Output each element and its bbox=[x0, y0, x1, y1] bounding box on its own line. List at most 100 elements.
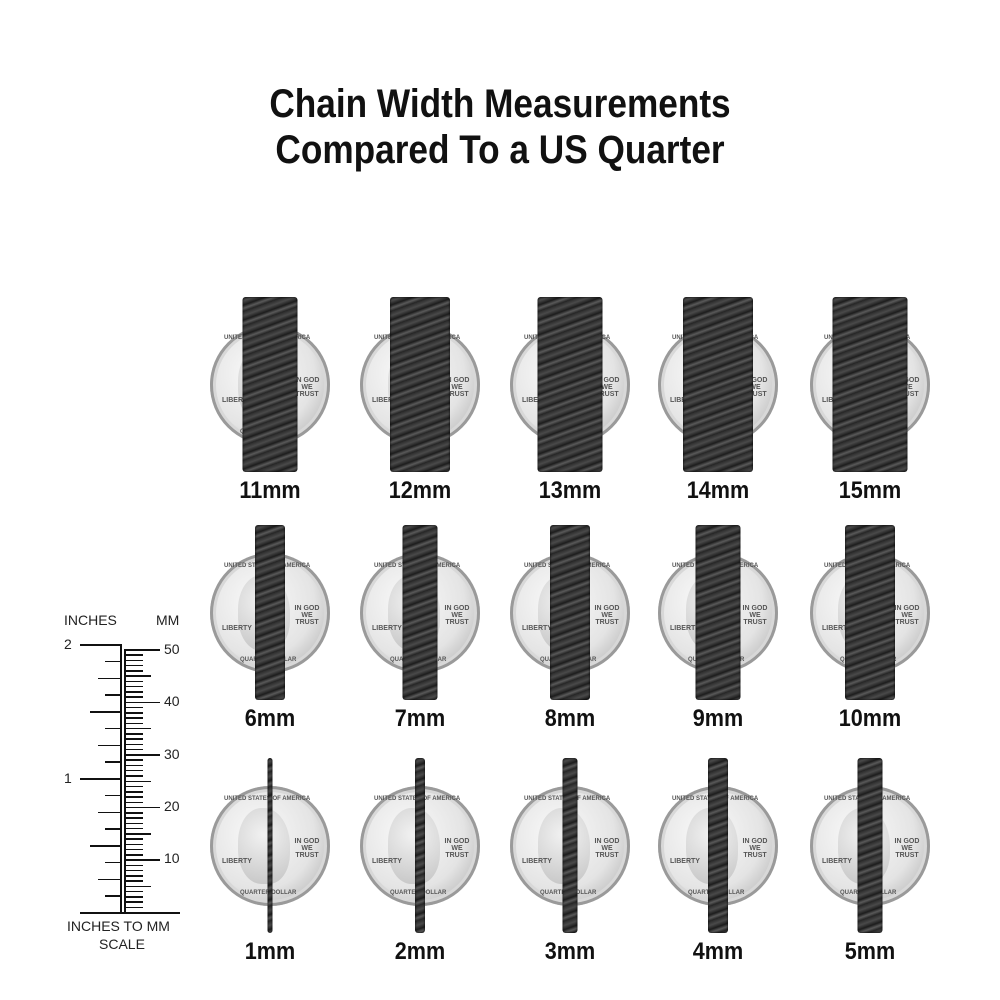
mm-tick bbox=[125, 722, 143, 725]
chain-14mm bbox=[683, 297, 753, 472]
chain-6mm bbox=[255, 525, 285, 700]
coin-text-trust: IN GOD WE TRUST bbox=[594, 377, 620, 398]
mm-label-40: 40 bbox=[164, 693, 180, 709]
mm-tick bbox=[125, 848, 143, 851]
mm-tick bbox=[125, 817, 143, 819]
chain-15mm bbox=[832, 297, 908, 472]
mm-tick bbox=[125, 838, 143, 840]
coin-text-liberty: LIBERTY bbox=[222, 625, 252, 632]
inch-tick bbox=[90, 711, 120, 713]
mm-tick bbox=[125, 827, 143, 830]
coin-text-trust: IN GOD WE TRUST bbox=[444, 377, 470, 398]
mm-tick bbox=[125, 727, 151, 730]
chain-width-label: 5mm bbox=[844, 938, 896, 965]
mm-tick bbox=[125, 806, 160, 809]
mm-tick bbox=[125, 712, 143, 714]
coin-text-liberty: LIBERTY bbox=[222, 397, 252, 404]
title-line-1: Chain Width Measurements bbox=[269, 82, 731, 126]
inch-tick bbox=[90, 845, 120, 847]
mm-label-20: 20 bbox=[164, 798, 180, 814]
scale-caption-2: SCALE bbox=[99, 936, 145, 952]
coin-text-liberty: LIBERTY bbox=[670, 858, 700, 865]
washington-profile bbox=[238, 808, 290, 884]
chain-2mm bbox=[415, 758, 425, 933]
chain-7mm bbox=[402, 525, 438, 700]
inch-tick bbox=[98, 744, 120, 746]
chain-8mm bbox=[550, 525, 590, 700]
inch-tick bbox=[105, 694, 120, 696]
mm-tick bbox=[125, 896, 143, 898]
mm-tick bbox=[125, 812, 143, 814]
coin-text-liberty: LIBERTY bbox=[372, 397, 402, 404]
mm-label-10: 10 bbox=[164, 850, 180, 866]
inch-tick bbox=[80, 644, 120, 646]
coin-text-trust: IN GOD WE TRUST bbox=[294, 838, 320, 859]
mm-tick bbox=[125, 664, 143, 667]
mm-tick bbox=[125, 675, 151, 677]
mm-tick bbox=[125, 685, 143, 688]
mm-tick bbox=[125, 864, 143, 867]
chain-12mm bbox=[390, 297, 450, 472]
title-line-2: Compared To a US Quarter bbox=[275, 128, 725, 172]
mm-tick bbox=[125, 748, 143, 751]
coin-text-trust: IN GOD WE TRUST bbox=[594, 838, 620, 859]
scale-caption-1: INCHES TO MM bbox=[67, 918, 170, 934]
chain-width-label: 2mm bbox=[394, 938, 446, 965]
inch-tick bbox=[105, 895, 120, 897]
chain-9mm bbox=[695, 525, 741, 700]
inches-header: INCHES bbox=[64, 612, 117, 628]
chain-width-label: 4mm bbox=[692, 938, 744, 965]
mm-tick bbox=[125, 822, 143, 825]
chain-width-label: 9mm bbox=[692, 705, 744, 732]
mm-tick bbox=[125, 875, 143, 877]
mm-tick bbox=[125, 906, 143, 909]
mm-tick bbox=[125, 696, 143, 698]
washington-profile bbox=[388, 808, 440, 884]
inch-tick bbox=[105, 660, 120, 663]
chain-width-label: 1mm bbox=[244, 938, 296, 965]
coin-text-liberty: LIBERTY bbox=[522, 397, 552, 404]
coin-text-trust: IN GOD WE TRUST bbox=[294, 605, 320, 626]
chain-width-label: 8mm bbox=[544, 705, 596, 732]
mm-tick bbox=[125, 843, 143, 846]
mm-tick bbox=[125, 796, 143, 798]
mm-tick bbox=[125, 833, 151, 835]
mm-tick bbox=[125, 733, 143, 735]
chain-11mm bbox=[242, 297, 298, 472]
mm-tick bbox=[125, 654, 143, 656]
mm-tick bbox=[125, 754, 160, 756]
mm-tick bbox=[125, 780, 151, 782]
coin-text-trust: IN GOD WE TRUST bbox=[894, 838, 920, 859]
coin-text-trust: IN GOD WE TRUST bbox=[742, 605, 768, 626]
mm-tick bbox=[125, 670, 143, 672]
mm-tick bbox=[125, 854, 143, 856]
mm-tick bbox=[125, 885, 151, 888]
chain-width-label: 6mm bbox=[244, 705, 296, 732]
mm-tick bbox=[125, 764, 143, 767]
chain-width-label: 14mm bbox=[686, 477, 750, 504]
mm-tick bbox=[125, 680, 143, 683]
coin-text-liberty: LIBERTY bbox=[822, 858, 852, 865]
chain-width-label: 13mm bbox=[538, 477, 602, 504]
chain-width-label: 11mm bbox=[239, 477, 301, 504]
chain-3mm bbox=[562, 758, 578, 933]
mm-tick bbox=[125, 659, 143, 662]
mm-tick bbox=[125, 859, 160, 861]
coin-text-liberty: LIBERTY bbox=[822, 625, 852, 632]
mm-tick bbox=[125, 743, 143, 746]
chain-4mm bbox=[708, 758, 728, 933]
coin-text-liberty: LIBERTY bbox=[372, 858, 402, 865]
mm-tick bbox=[125, 791, 143, 793]
inch-tick bbox=[98, 677, 120, 679]
